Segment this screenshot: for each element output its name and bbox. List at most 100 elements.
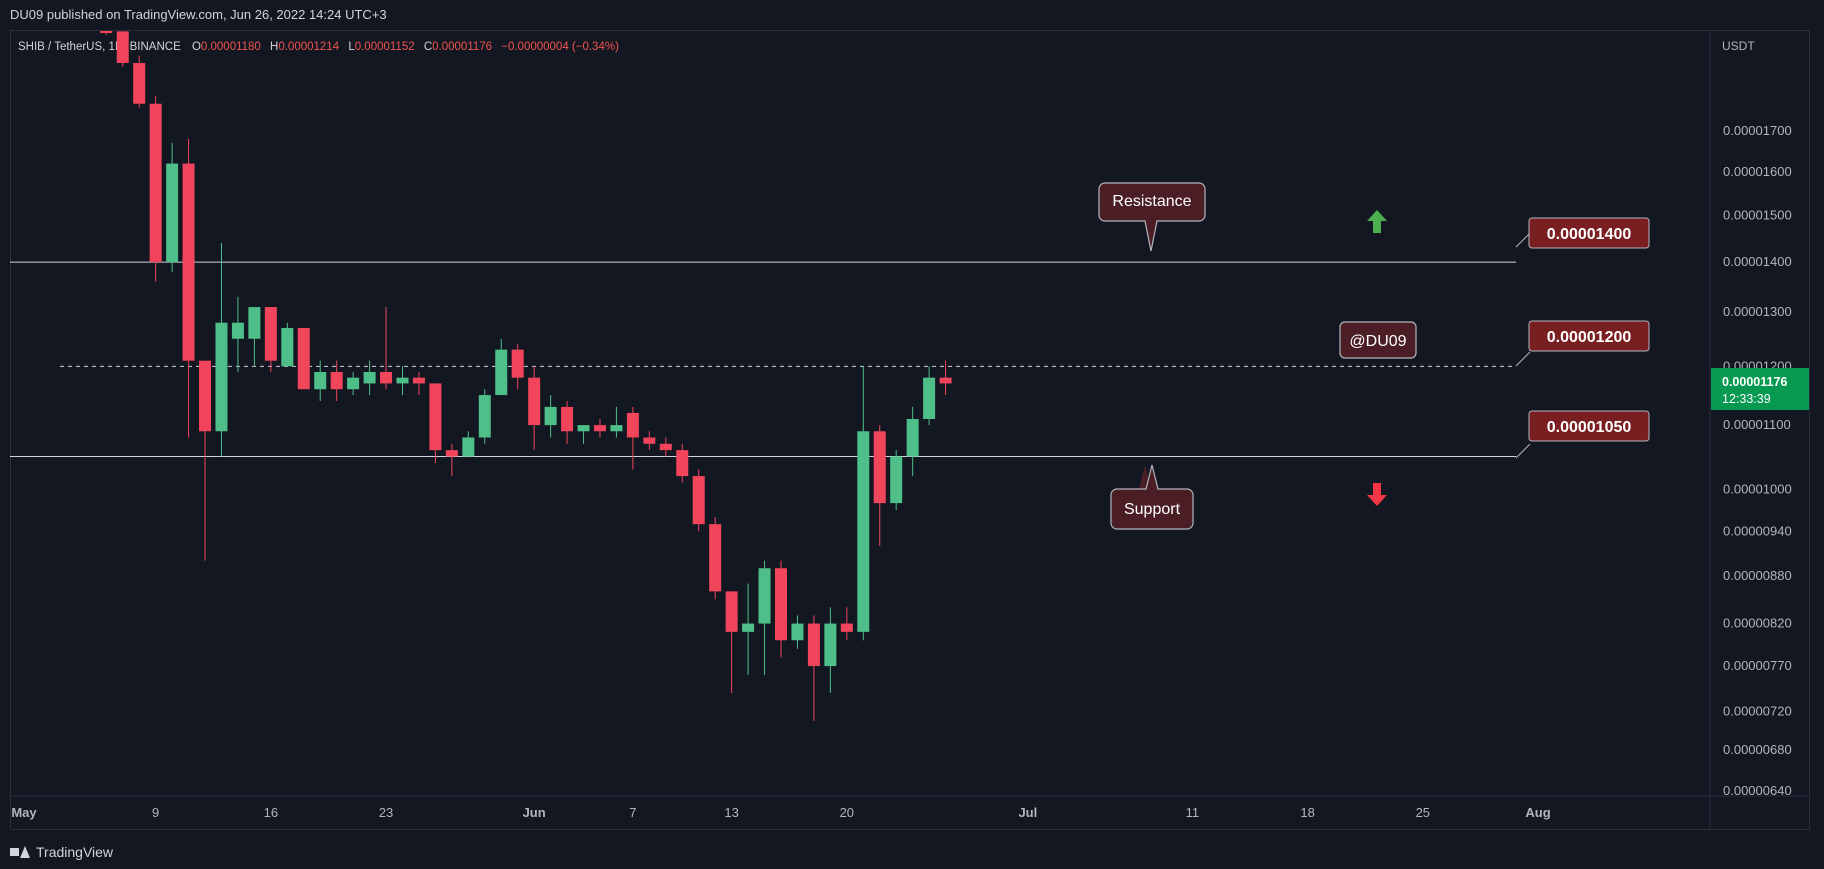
price-tick-label: 0.00001000 (1723, 481, 1792, 496)
candle-body (890, 456, 903, 504)
candle-body (840, 623, 853, 632)
level-label-1200-box (1528, 320, 1650, 352)
candle-body (906, 418, 919, 457)
time-tick-label: 7 (629, 805, 636, 820)
tradingview-logo[interactable]: TradingView (10, 844, 113, 860)
support-label: Support (1124, 501, 1181, 518)
time-tick-label: May (11, 805, 37, 820)
price-axis-ticks: 0.00001700 0.00001600 0.00001500 0.00001400… (1723, 123, 1792, 798)
time-tick-label: 23 (379, 805, 393, 820)
candle-body (330, 371, 343, 390)
level-label-1200[interactable]: 0.00001200 (1515, 320, 1650, 367)
footer-bar: TradingView (0, 836, 1824, 869)
time-tick-label: 18 (1300, 805, 1314, 820)
time-tick-label: 25 (1416, 805, 1430, 820)
price-tick-label: 0.00000820 (1723, 616, 1792, 631)
candles (100, 31, 952, 721)
candle-body (231, 322, 244, 339)
author-tag[interactable]: @DU09 (1339, 321, 1417, 359)
candle-body (412, 377, 425, 384)
legend-change: −0.00000004 (−0.34%) (501, 41, 619, 53)
candle-body (626, 412, 639, 438)
last-price-countdown: 12:33:39 (1722, 392, 1771, 406)
candle-body (166, 163, 179, 263)
candle-body (725, 591, 738, 632)
level-label-1400-leader (1515, 232, 1531, 248)
candle-body (396, 377, 409, 384)
candle-body (791, 623, 804, 641)
candle-body (445, 450, 458, 457)
price-tick-label: 0.00001500 (1723, 208, 1792, 223)
candle-body (314, 371, 327, 390)
time-tick-label: Aug (1525, 805, 1550, 820)
resistance-callout[interactable]: Resistance (1098, 182, 1206, 252)
candle-body (775, 568, 787, 641)
candle-body (857, 431, 870, 632)
legend-row: SHIB / TetherUS, 1D, BINANCE O0.00001180… (18, 41, 619, 53)
candle-body (133, 63, 146, 104)
candle-body (100, 31, 113, 33)
level-label-1200-leader (1515, 351, 1531, 367)
price-tick-label: 0.00000770 (1723, 658, 1792, 673)
candle-body (544, 406, 557, 426)
time-tick-label: 9 (152, 805, 159, 820)
candle-body (824, 623, 837, 667)
time-tick-label: Jun (523, 805, 546, 820)
candle-body (692, 476, 705, 525)
author-tag-box (1339, 321, 1417, 359)
level-label-1400-text: 0.00001400 (1547, 226, 1632, 243)
level-label-1050-text: 0.00001050 (1547, 419, 1632, 436)
last-price-value: 0.00001176 (1722, 375, 1787, 389)
candle-body (676, 450, 689, 477)
legend-close-value: 0.00001176 (432, 41, 492, 53)
price-tick-label: 0.00000880 (1723, 568, 1792, 583)
support-callout[interactable]: Support (1110, 464, 1197, 530)
support-pointer (1117, 465, 1151, 489)
legend-low-value: 0.00001152 (355, 41, 415, 53)
legend-close-label: C (424, 41, 432, 53)
price-tick-label: 0.00000720 (1723, 703, 1792, 718)
candle-body (807, 623, 820, 667)
arrow-down-icon (1367, 483, 1387, 506)
candle-body (495, 349, 508, 396)
author-tag-text: @DU09 (1349, 333, 1406, 350)
price-tick-label: 0.00001300 (1723, 304, 1792, 319)
level-label-1400[interactable]: 0.00001400 (1515, 217, 1650, 249)
time-tick-label: 16 (264, 805, 278, 820)
price-tick-label: 0.00001400 (1723, 254, 1792, 269)
support-callout-shape (1110, 464, 1194, 530)
candle-body (215, 322, 228, 432)
candle-body (116, 31, 129, 64)
level-label-1200-text: 0.00001200 (1547, 329, 1632, 346)
legend-open-value: 0.00001180 (201, 41, 261, 53)
legend-low-label: L (348, 41, 355, 53)
candle-body (511, 349, 524, 378)
candle-body (610, 425, 623, 432)
candle-body (478, 395, 491, 438)
candle-body (659, 443, 672, 451)
level-label-1050-leader (1515, 443, 1531, 459)
candle-body (593, 425, 606, 432)
horizontal-levels (10, 261, 1516, 458)
time-tick-label: 20 (840, 805, 854, 820)
published-header: DU09 published on TradingView.com, Jun 2… (0, 0, 1824, 30)
time-tick-label: 13 (724, 805, 738, 820)
candlestick-chart[interactable]: SHIB / TetherUS, 1D, BINANCE O0.00001180… (0, 0, 1824, 836)
time-tick-label: Jul (1018, 805, 1037, 820)
resistance-callout-shape (1098, 182, 1206, 252)
candle-body (561, 406, 574, 432)
candle-body (264, 307, 277, 361)
price-tick-label: 0.00000940 (1723, 523, 1792, 538)
legend-symbol: SHIB / TetherUS, 1D, BINANCE (18, 41, 181, 53)
candle-body (939, 377, 952, 384)
legend-high-label: H (270, 41, 278, 53)
price-tick-label: 0.00001600 (1723, 164, 1792, 179)
candle-body (182, 163, 195, 361)
candle-body (380, 371, 393, 384)
level-label-1050[interactable]: 0.00001050 (1515, 410, 1650, 459)
candle-body (347, 377, 360, 390)
last-price-badge (1711, 368, 1809, 410)
candle-body (923, 377, 936, 419)
tradingview-brand: TradingView (36, 844, 114, 860)
price-tick-label: 0.00000680 (1723, 742, 1792, 757)
